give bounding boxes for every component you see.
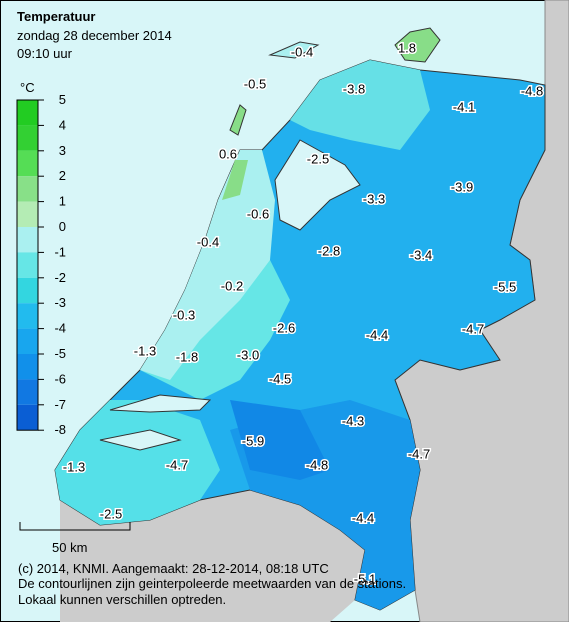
legend-swatch bbox=[17, 354, 38, 380]
legend-tick-label: 0 bbox=[59, 219, 66, 234]
ijsselmeer bbox=[274, 139, 361, 231]
green-zone bbox=[222, 160, 248, 200]
estuary bbox=[109, 394, 212, 413]
station-value: -3.8 bbox=[343, 81, 365, 96]
station-value: -4.8 bbox=[521, 83, 543, 98]
legend-tick-label: 5 bbox=[59, 92, 66, 107]
legend-tick-label: -5 bbox=[54, 346, 66, 361]
legend-swatch bbox=[17, 100, 38, 126]
legend-tick-label: -8 bbox=[54, 422, 66, 437]
footer-line: De contourlijnen zijn geinterpoleerde me… bbox=[18, 576, 406, 591]
legend-tick-label: -3 bbox=[54, 295, 66, 310]
footer-line: Lokaal kunnen verschillen optreden. bbox=[18, 592, 226, 607]
title: Temperatuur bbox=[17, 9, 96, 24]
island bbox=[268, 41, 320, 59]
station-value: -4.7 bbox=[462, 321, 484, 336]
station-value: -1.8 bbox=[176, 349, 198, 364]
legend-swatch bbox=[17, 227, 38, 253]
station-value: -5.1 bbox=[354, 571, 376, 586]
legend-tick-label: -1 bbox=[54, 244, 66, 259]
footer-line: (c) 2014, KNMI. Aangemaakt: 28-12-2014, … bbox=[18, 561, 329, 576]
belgium bbox=[60, 490, 365, 622]
legend-unit: °C bbox=[20, 80, 35, 95]
legend-tick-label: 1 bbox=[59, 194, 66, 209]
legend-swatch bbox=[17, 150, 38, 177]
legend-swatch bbox=[17, 125, 38, 151]
legend-swatch bbox=[17, 379, 38, 405]
station-value: -0.4 bbox=[197, 234, 219, 249]
legend-frame bbox=[16, 99, 39, 431]
station-value: -4.4 bbox=[366, 327, 388, 342]
station-value: -0.4 bbox=[291, 44, 313, 59]
scale-label: 50 km bbox=[52, 540, 87, 555]
station-value: -4.1 bbox=[453, 99, 475, 114]
station-value: -2.8 bbox=[318, 243, 340, 258]
station-value: 1.8 bbox=[398, 40, 416, 55]
station-value: -4.4 bbox=[352, 510, 374, 525]
legend: °C 5 4 3 2 1 0 -1 -2 -3 -4 -5 -6 -7 -8 bbox=[16, 80, 66, 437]
station-value: -0.5 bbox=[244, 76, 266, 91]
island bbox=[229, 104, 247, 136]
station-value: -0.2 bbox=[221, 278, 243, 293]
legend-swatch bbox=[17, 176, 38, 202]
header: Temperatuur zondag 28 december 2014 09:1… bbox=[17, 9, 172, 61]
station-value: -4.3 bbox=[342, 413, 364, 428]
cold-zone bbox=[230, 400, 330, 480]
date: zondag 28 december 2014 bbox=[17, 28, 172, 43]
station-value: -0.6 bbox=[247, 206, 269, 221]
south-west-zone bbox=[55, 400, 220, 525]
legend-tick-label: -2 bbox=[54, 270, 66, 285]
stations: -0.4 1.8 -0.5 -3.8 -4.1 -4.8 0.6 -2.5 -3.9 -3.3 -0… bbox=[61, 39, 544, 588]
station-value: -4.7 bbox=[166, 457, 188, 472]
station-value: -4.7 bbox=[408, 446, 430, 461]
legend-swatch bbox=[17, 252, 38, 278]
legend-tick-label: 4 bbox=[59, 117, 66, 132]
station-value: -3.4 bbox=[410, 247, 432, 262]
station-value: -4.5 bbox=[269, 371, 291, 386]
station-value: 0.6 bbox=[219, 146, 237, 161]
west-coast-zone bbox=[140, 150, 275, 380]
legend-swatch bbox=[17, 328, 38, 354]
legend-tick-label: 2 bbox=[59, 168, 66, 183]
legend-tick-label: 3 bbox=[59, 143, 66, 158]
scale-line bbox=[19, 522, 131, 531]
station-value: -3.0 bbox=[237, 347, 259, 362]
station-value: -1.3 bbox=[63, 459, 85, 474]
station-value: -3.9 bbox=[451, 179, 473, 194]
station-value: -1.3 bbox=[134, 343, 156, 358]
station-value: -3.3 bbox=[363, 191, 385, 206]
station-value: -2.5 bbox=[100, 506, 122, 521]
time: 09:10 uur bbox=[17, 46, 73, 61]
legend-swatch bbox=[17, 201, 38, 227]
island bbox=[394, 27, 441, 63]
legend-swatch bbox=[17, 277, 38, 304]
station-value: -2.5 bbox=[307, 151, 329, 166]
legend-tick-label: -6 bbox=[54, 371, 66, 386]
station-value: -0.3 bbox=[173, 307, 195, 322]
station-value: -5.9 bbox=[242, 433, 264, 448]
scale-bar: 50 km bbox=[19, 522, 131, 555]
legend-swatch bbox=[17, 404, 38, 431]
station-value: -2.6 bbox=[273, 320, 295, 335]
station-value: -5.5 bbox=[494, 279, 516, 294]
legend-swatch bbox=[17, 303, 38, 329]
legend-tick-label: -7 bbox=[54, 397, 66, 412]
legend-tick-label: -4 bbox=[54, 321, 66, 336]
footer: (c) 2014, KNMI. Aangemaakt: 28-12-2014, … bbox=[18, 561, 406, 607]
estuary bbox=[99, 429, 182, 451]
north-zone bbox=[290, 60, 430, 150]
station-value: -4.8 bbox=[306, 457, 328, 472]
